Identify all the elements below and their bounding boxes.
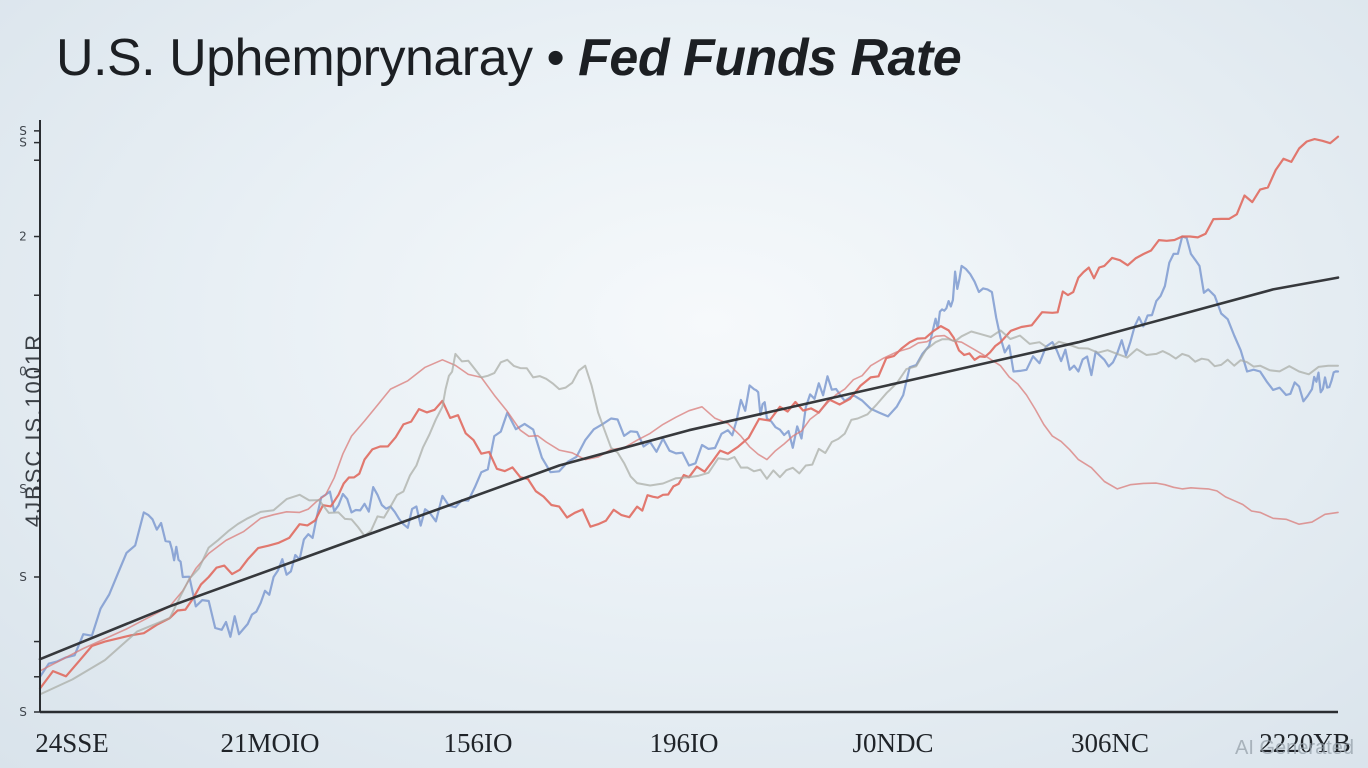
x-tick-label: 24SSE (35, 728, 109, 758)
chart-title: U.S. Uphemprynaray • Fed Funds Rate (56, 28, 962, 88)
x-tick-label: 21MOIO (221, 728, 320, 758)
watermark: AI Generated (1235, 737, 1354, 759)
chart-title-separator: • (532, 29, 579, 87)
chart-title-part1: U.S. Uphemprynaray (56, 29, 533, 87)
x-tick-label: J0NDC (852, 728, 933, 758)
series-line-3 (39, 334, 1339, 672)
y-tick-label: S (19, 136, 27, 150)
y-tick-label: S (19, 124, 27, 138)
series-line-5 (38, 276, 1340, 661)
y-tick-label: 0 (19, 365, 27, 379)
series-line-2 (38, 135, 1340, 690)
series-line-1 (38, 235, 1340, 678)
x-tick-label: 156IO (444, 728, 513, 758)
y-tick-label: S (19, 705, 27, 719)
series-layer (38, 135, 1340, 696)
x-tick-label: 306NC (1071, 728, 1149, 758)
x-tick-label: 2220YB (1259, 728, 1351, 758)
series-line-4 (39, 329, 1339, 696)
y-tick-label: 2 (19, 230, 27, 244)
chart-title-part2: Fed Funds Rate (578, 29, 962, 87)
x-tick-label: 196IO (650, 728, 719, 758)
y-tick-label: S (19, 570, 27, 584)
y-tick-label: S (19, 482, 27, 496)
